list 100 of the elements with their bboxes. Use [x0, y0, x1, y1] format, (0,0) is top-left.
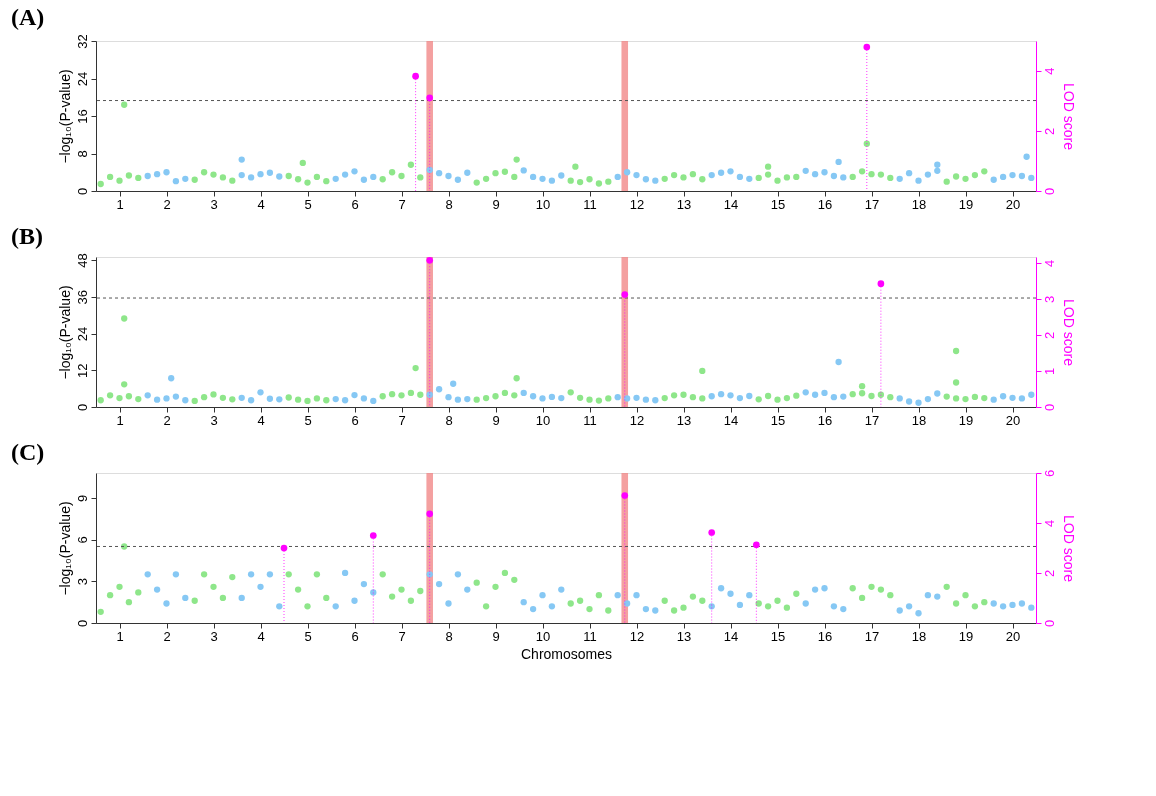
x-tick-label: 4 — [257, 628, 265, 644]
point — [858, 594, 866, 602]
point — [360, 176, 368, 183]
x-tick-label: 8 — [445, 628, 453, 644]
x-tick-label: 20 — [1005, 628, 1021, 644]
point — [793, 590, 800, 597]
point — [708, 603, 715, 610]
y-tick-label: 6 — [74, 536, 90, 544]
point — [539, 395, 546, 402]
x-tick-label: 3 — [210, 628, 218, 644]
point — [605, 395, 612, 402]
point — [247, 174, 255, 181]
point — [990, 176, 997, 183]
point — [426, 391, 433, 398]
point — [219, 174, 227, 181]
point — [943, 178, 950, 185]
point — [633, 171, 640, 179]
x-tick-label: 5 — [304, 412, 312, 428]
point — [229, 396, 236, 403]
point — [1009, 601, 1016, 609]
point — [661, 597, 668, 604]
point — [388, 593, 396, 600]
y2-tick-label: 2 — [1041, 127, 1057, 135]
point — [529, 173, 537, 181]
point — [388, 169, 396, 176]
point — [915, 177, 922, 184]
point — [191, 397, 198, 405]
point — [623, 600, 631, 607]
y-tick-label: 48 — [74, 253, 90, 268]
point — [849, 390, 856, 398]
y-axis-title: −log₁₀(P-value) — [56, 285, 73, 380]
point — [793, 173, 800, 181]
point — [97, 180, 104, 188]
point — [116, 394, 123, 402]
x-tick-label: 19 — [958, 196, 974, 212]
point — [313, 571, 321, 578]
y-axis-title: −log₁₀(P-value) — [56, 69, 73, 164]
point — [97, 397, 104, 404]
point — [981, 394, 988, 402]
point — [520, 598, 527, 606]
point — [412, 72, 419, 80]
point — [934, 593, 941, 600]
point — [802, 600, 809, 607]
point — [153, 396, 161, 403]
x-tick-label: 1 — [116, 628, 124, 644]
x-tick-label: 20 — [1005, 196, 1021, 212]
point — [172, 393, 180, 400]
point — [811, 391, 819, 398]
point — [670, 392, 678, 399]
point — [952, 379, 960, 386]
point — [840, 174, 847, 181]
point — [121, 381, 128, 388]
point — [257, 583, 264, 590]
point — [1023, 153, 1030, 160]
point — [323, 594, 330, 602]
x-tick-label: 16 — [817, 628, 833, 644]
point — [863, 43, 871, 51]
point — [144, 172, 151, 180]
point — [670, 171, 678, 179]
point — [191, 597, 198, 604]
point — [426, 166, 433, 174]
y-tick-label: 24 — [74, 326, 90, 342]
point — [614, 173, 621, 181]
point — [435, 580, 443, 588]
point — [755, 174, 762, 182]
point — [633, 394, 640, 401]
point — [501, 389, 509, 397]
point — [369, 532, 377, 539]
point — [586, 396, 593, 403]
x-tick-label: 19 — [958, 412, 974, 428]
x-tick-label: 14 — [723, 196, 739, 212]
point — [163, 395, 170, 402]
point — [450, 380, 457, 387]
point — [652, 177, 659, 184]
y2-tick-label: 4 — [1041, 519, 1057, 528]
point — [680, 174, 687, 181]
x-tick-label: 10 — [535, 196, 551, 212]
point — [811, 586, 819, 593]
point — [887, 394, 894, 401]
point — [388, 390, 396, 398]
point — [642, 605, 650, 613]
point — [952, 347, 960, 355]
point — [125, 598, 133, 606]
point — [398, 172, 405, 180]
point — [1018, 172, 1026, 180]
point — [229, 177, 236, 184]
point — [398, 586, 405, 593]
point — [412, 364, 419, 372]
y-tick-label: 16 — [74, 109, 90, 124]
point — [699, 597, 706, 604]
point — [1028, 604, 1035, 611]
point — [276, 603, 283, 610]
x-tick-label: 7 — [398, 412, 406, 428]
point — [266, 571, 274, 578]
point — [1028, 174, 1035, 182]
point — [200, 169, 208, 176]
point — [182, 397, 189, 404]
x-tick-label: 14 — [723, 628, 739, 644]
point — [670, 607, 678, 614]
point — [464, 586, 471, 593]
